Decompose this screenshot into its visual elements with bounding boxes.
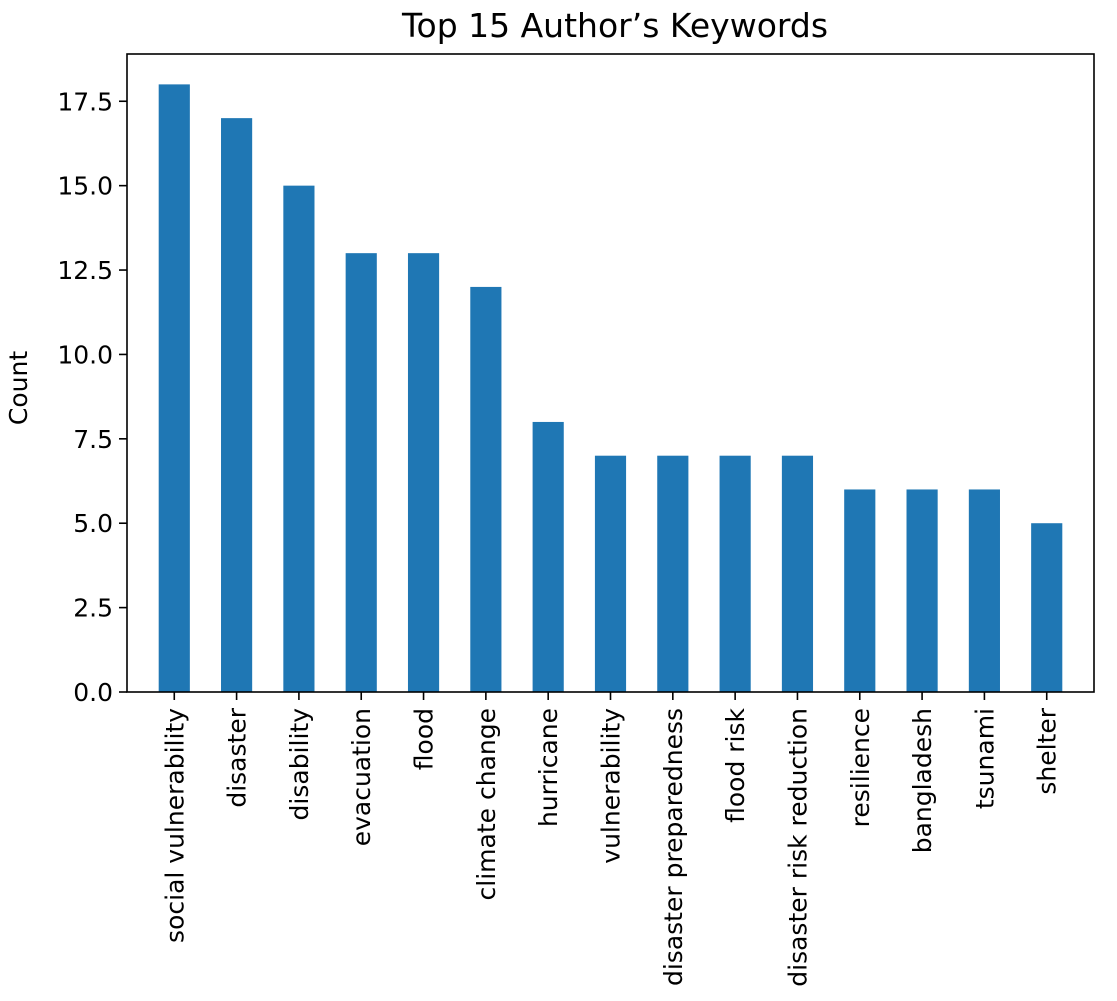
bar bbox=[657, 455, 689, 692]
x-tick-label: social vulnerability bbox=[160, 708, 189, 943]
x-tick-label: hurricane bbox=[534, 708, 563, 827]
x-axis-ticks: social vulnerability disaster disability ev… bbox=[160, 692, 1062, 987]
y-tick-label: 0.0 bbox=[73, 678, 113, 707]
y-tick-label: 12.5 bbox=[57, 256, 113, 285]
y-axis-label: Count bbox=[4, 351, 33, 425]
y-tick-label: 5.0 bbox=[73, 509, 113, 538]
x-tick-label: disability bbox=[285, 708, 314, 821]
x-tick-label: vulnerability bbox=[597, 708, 626, 864]
bar bbox=[345, 253, 377, 693]
bar bbox=[470, 286, 502, 692]
bar bbox=[283, 185, 315, 692]
bar bbox=[906, 489, 938, 692]
bar bbox=[407, 253, 440, 693]
chart-title: Top 15 Author’s Keywords bbox=[401, 6, 828, 45]
bar bbox=[1031, 523, 1063, 692]
bar bbox=[594, 455, 627, 692]
x-tick-label: disaster risk reduction bbox=[783, 708, 812, 987]
x-tick-label: flood bbox=[410, 708, 439, 770]
x-tick-label: tsunami bbox=[970, 708, 999, 809]
x-tick-label: disaster preparedness bbox=[659, 708, 688, 986]
x-tick-label: climate change bbox=[472, 708, 501, 900]
bar bbox=[844, 489, 876, 692]
x-tick-label: resilience bbox=[846, 708, 875, 827]
y-tick-label: 10.0 bbox=[57, 340, 113, 369]
bar bbox=[532, 421, 564, 692]
y-tick-label: 7.5 bbox=[73, 425, 113, 454]
x-tick-label: shelter bbox=[1033, 707, 1062, 794]
y-axis-ticks: 0.0 2.5 5.0 7.5 10.0 12.5 15.0 17.5 bbox=[57, 87, 127, 707]
x-tick-label: flood risk bbox=[721, 707, 750, 822]
y-tick-label: 15.0 bbox=[57, 172, 113, 201]
bar bbox=[781, 455, 814, 692]
bar bbox=[968, 489, 1000, 692]
bar bbox=[158, 84, 190, 692]
bar bbox=[221, 118, 253, 692]
x-tick-label: disaster bbox=[223, 707, 252, 807]
bar bbox=[719, 455, 751, 692]
bars-group bbox=[158, 84, 1063, 693]
plot-frame bbox=[126, 53, 1095, 693]
y-tick-label: 17.5 bbox=[57, 87, 113, 116]
y-tick-label: 2.5 bbox=[73, 594, 113, 623]
x-tick-label: bangladesh bbox=[908, 708, 937, 853]
x-tick-label: evacuation bbox=[347, 708, 376, 846]
